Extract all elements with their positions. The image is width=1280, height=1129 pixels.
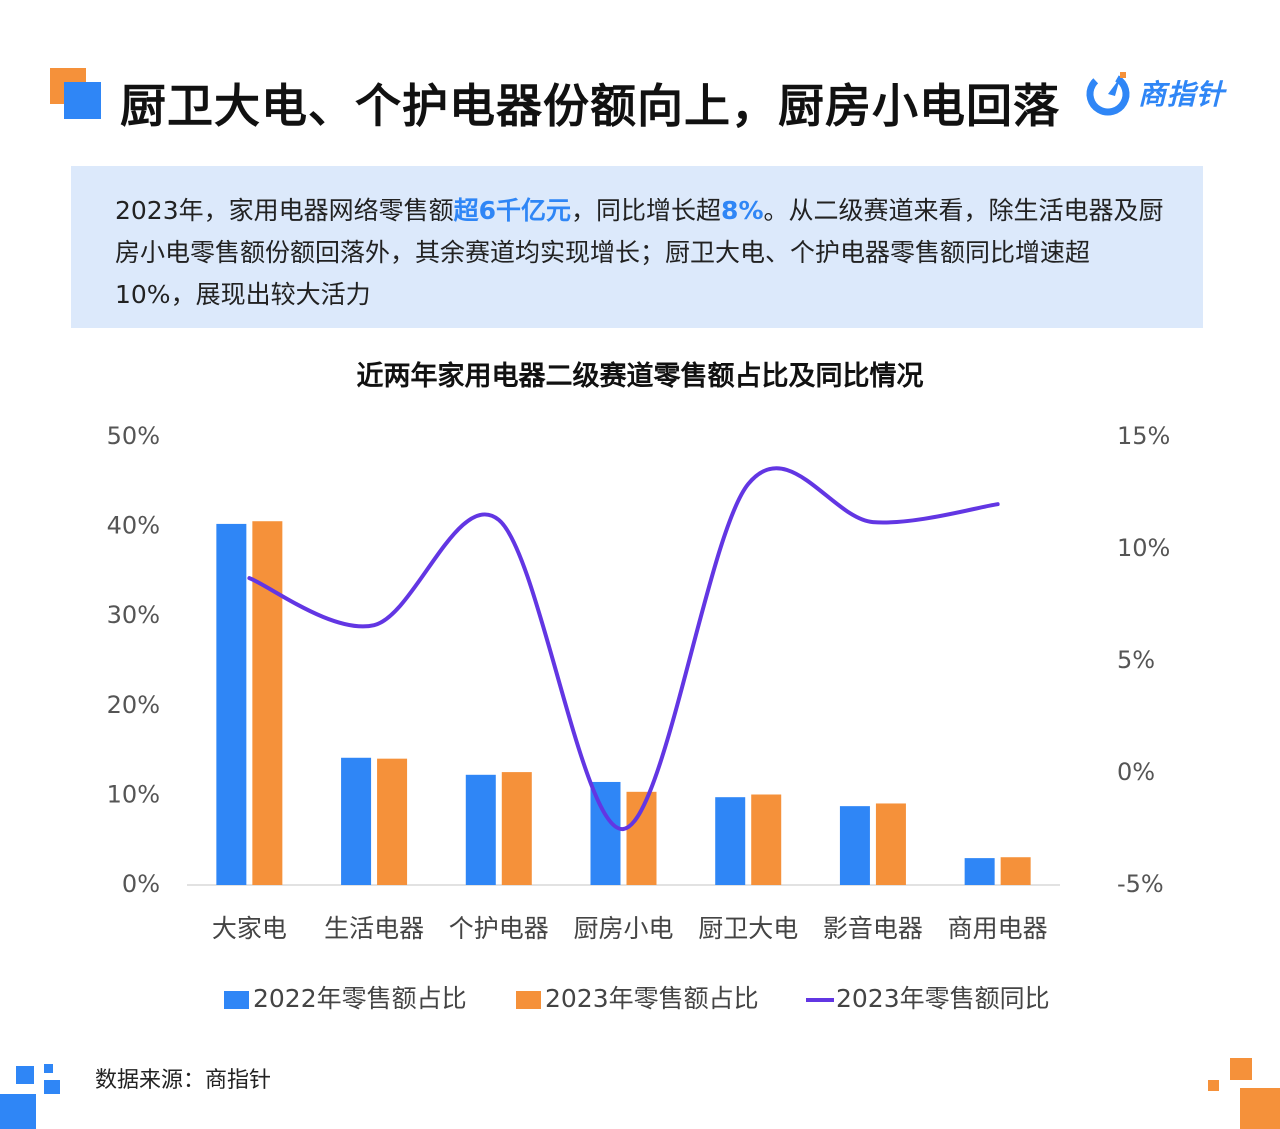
bar-2023 [377, 758, 408, 885]
bar-2022 [839, 806, 870, 885]
legend-2022-swatch [224, 991, 249, 1009]
bar-2022 [964, 858, 995, 885]
left-axis-tick-label: 40% [107, 512, 160, 540]
right-axis-tick-label: 5% [1117, 646, 1155, 674]
legend-2023-swatch [516, 991, 541, 1009]
bar-2022 [216, 523, 247, 885]
brand-logo: 商指针 [1084, 68, 1225, 118]
left-axis-tick-label: 50% [107, 422, 160, 450]
left-axis-tick-label: 30% [107, 601, 160, 629]
x-axis-category-label: 商用电器 [948, 914, 1048, 943]
x-axis-category-label: 生活电器 [324, 914, 424, 943]
bar-2022 [341, 757, 372, 885]
summary-box: 2023年，家用电器网络零售额超6千亿元，同比增长超8%。从二级赛道来看，除生活… [71, 166, 1203, 328]
bar-2022 [715, 797, 746, 885]
corner-blue-square-1 [16, 1066, 34, 1084]
bar-2023 [501, 772, 532, 885]
x-axis-category-label: 大家电 [212, 914, 287, 943]
legend-yoy-label: 2023年零售额同比 [836, 984, 1050, 1013]
corner-blue-square-3 [44, 1080, 60, 1094]
left-axis-tick-label: 20% [107, 691, 160, 719]
legend-2022-label: 2022年零售额占比 [253, 984, 467, 1013]
summary-highlight-growth: 8% [721, 196, 764, 225]
bar-2023 [751, 794, 782, 885]
summary-text-3: 。从二级赛道来看，除生活电器及厨房小电零售额份额回落外，其余赛道均实现增长；厨卫… [115, 196, 1164, 309]
corner-orange-square-3 [1240, 1088, 1280, 1129]
bar-2022 [465, 774, 496, 885]
x-axis-category-label: 厨房小电 [573, 914, 673, 943]
x-axis-category-label: 影音电器 [823, 914, 923, 943]
chart-title: 近两年家用电器二级赛道零售额占比及同比情况 [356, 361, 924, 392]
bar-2023 [252, 521, 283, 885]
summary-highlight-sales: 超6千亿元 [453, 196, 572, 225]
summary-text-2: ，同比增长超 [571, 196, 722, 225]
logo-text: 商指针 [1138, 78, 1226, 111]
legend-2023-label: 2023年零售额占比 [545, 984, 759, 1013]
page-title: 厨卫大电、个护电器份额向上，厨房小电回落 [120, 79, 1060, 133]
summary-text-1: 2023年，家用电器网络零售额 [115, 196, 454, 225]
right-axis-tick-label: 15% [1117, 422, 1170, 450]
right-axis-tick-label: 0% [1117, 758, 1155, 786]
right-axis-tick-label: 10% [1117, 534, 1170, 562]
yoy-growth-line [247, 466, 1000, 831]
x-axis-category-label: 个护电器 [449, 914, 549, 943]
corner-blue-square-4 [0, 1094, 36, 1129]
left-axis-tick-label: 0% [122, 870, 160, 898]
data-source: 数据来源：商指针 [95, 1068, 272, 1093]
corner-orange-square-2 [1208, 1080, 1219, 1091]
corner-blue-square-2 [44, 1064, 53, 1073]
left-axis-tick-label: 10% [107, 780, 160, 808]
bar-2023 [875, 803, 906, 885]
bar-2023 [1000, 857, 1031, 885]
compass-needle-icon [1086, 72, 1130, 116]
title-blue-square [64, 82, 101, 119]
corner-orange-square-1 [1230, 1058, 1252, 1080]
right-axis-tick-label: -5% [1117, 870, 1164, 898]
x-axis-category-label: 厨卫大电 [698, 914, 798, 943]
